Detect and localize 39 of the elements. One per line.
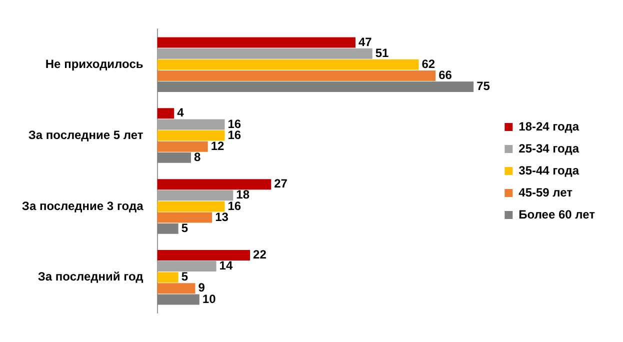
data-label: 62 [422, 56, 436, 71]
data-label: 66 [438, 68, 452, 82]
bar [157, 272, 178, 283]
y-tick-label: За последние 3 года [22, 198, 144, 213]
bar [157, 108, 174, 119]
data-label: 4 [177, 106, 184, 120]
data-label: 22 [253, 248, 267, 262]
bar [157, 141, 208, 152]
data-label: 5 [181, 220, 188, 235]
data-label: 51 [375, 46, 390, 60]
data-label: 75 [476, 79, 490, 94]
bar [157, 223, 178, 234]
bar [157, 294, 200, 305]
data-label: 27 [274, 176, 288, 191]
data-label: 12 [210, 138, 225, 153]
bar [157, 37, 356, 48]
data-label: 14 [219, 258, 233, 273]
data-label: 47 [358, 34, 372, 49]
legend-label: 18-24 года [518, 119, 580, 134]
bar [157, 152, 191, 163]
bar [157, 70, 436, 81]
bar [157, 250, 250, 260]
data-label: 5 [181, 270, 188, 284]
y-tick-label: За последний год [38, 270, 144, 284]
bar [157, 179, 272, 190]
legend-label: 25-34 года [518, 141, 580, 156]
data-label: 8 [194, 150, 201, 164]
bar [157, 82, 474, 92]
legend-label: 35-44 года [518, 163, 580, 178]
y-tick-label: Не приходилось [45, 56, 144, 71]
bar [157, 130, 225, 141]
y-tick-label: За последние 5 лет [28, 128, 144, 142]
bar [157, 212, 212, 223]
bar [157, 59, 419, 70]
legend-label: Более 60 лет [518, 207, 596, 222]
bar [157, 283, 196, 294]
data-label: 13 [215, 210, 229, 224]
bar [157, 201, 225, 212]
legend-label: 45-59 лет [518, 185, 573, 200]
